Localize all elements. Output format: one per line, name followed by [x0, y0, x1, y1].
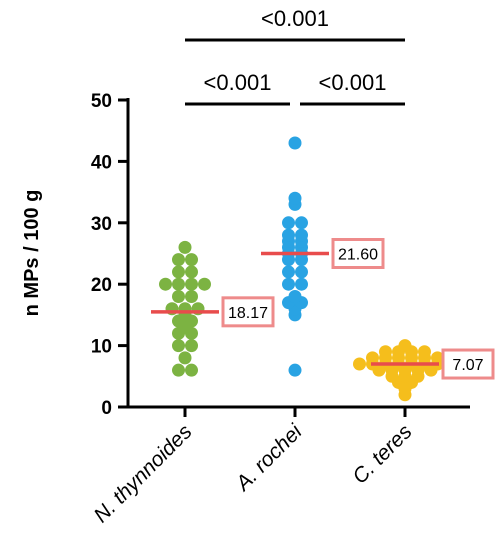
mean-value-label: 18.17	[228, 305, 268, 322]
significance-label: <0.001	[319, 70, 387, 95]
data-point	[185, 363, 198, 377]
data-point	[159, 277, 172, 291]
data-point	[172, 289, 185, 303]
data-point	[418, 345, 431, 359]
x-category-label: C. teres	[348, 420, 417, 489]
y-tick-label: 20	[91, 275, 112, 296]
data-point	[379, 345, 392, 359]
data-point	[185, 339, 198, 353]
data-point	[366, 351, 379, 365]
data-point	[185, 253, 198, 267]
y-tick-label: 50	[91, 91, 112, 112]
x-category-labels: N. thynnoides A. rochei C. teres	[89, 407, 417, 527]
data-point	[398, 339, 412, 353]
data-point	[295, 277, 308, 291]
data-point	[288, 191, 302, 205]
data-point	[172, 253, 185, 267]
mean-value-box	[331, 238, 385, 269]
y-tick-label: 0	[101, 398, 112, 419]
data-point	[198, 277, 211, 291]
significance-label: <0.001	[204, 70, 272, 95]
y-ticks: 0 10 20 30 40 50	[91, 91, 128, 419]
data-point	[282, 228, 295, 242]
mean-lines: 18.17 21.60 7.07	[151, 238, 495, 380]
mean-value-box	[221, 296, 275, 328]
data-point	[295, 265, 308, 279]
significance-label: <0.001	[261, 6, 329, 31]
data-point	[172, 363, 185, 377]
data-point	[172, 265, 185, 279]
data-point	[282, 265, 295, 279]
data-point	[185, 265, 198, 279]
mean-value-label: 7.07	[452, 357, 483, 374]
data-point	[288, 363, 302, 377]
data-point	[172, 277, 185, 291]
y-tick-label: 10	[91, 337, 112, 358]
data-points	[159, 136, 457, 402]
mean-value-box	[441, 348, 495, 380]
data-point	[178, 351, 192, 365]
data-point	[282, 277, 295, 291]
data-point	[295, 228, 308, 242]
y-axis-label: n MPs / 100 g	[21, 190, 43, 317]
data-point	[288, 136, 302, 150]
data-point	[185, 277, 198, 291]
x-category-label: A. rochei	[230, 419, 307, 496]
data-point	[178, 240, 192, 254]
data-point	[282, 216, 295, 230]
x-category-label: N. thynnoides	[89, 420, 196, 527]
mean-value-label: 21.60	[338, 247, 378, 264]
significance-bars: <0.001 <0.001 <0.001	[185, 6, 405, 106]
y-tick-label: 40	[91, 152, 112, 173]
data-point	[288, 289, 302, 303]
data-point	[172, 339, 185, 353]
data-point	[295, 216, 308, 230]
y-tick-label: 30	[91, 214, 112, 235]
data-point	[431, 351, 444, 365]
data-point	[185, 289, 198, 303]
data-point	[353, 357, 366, 371]
